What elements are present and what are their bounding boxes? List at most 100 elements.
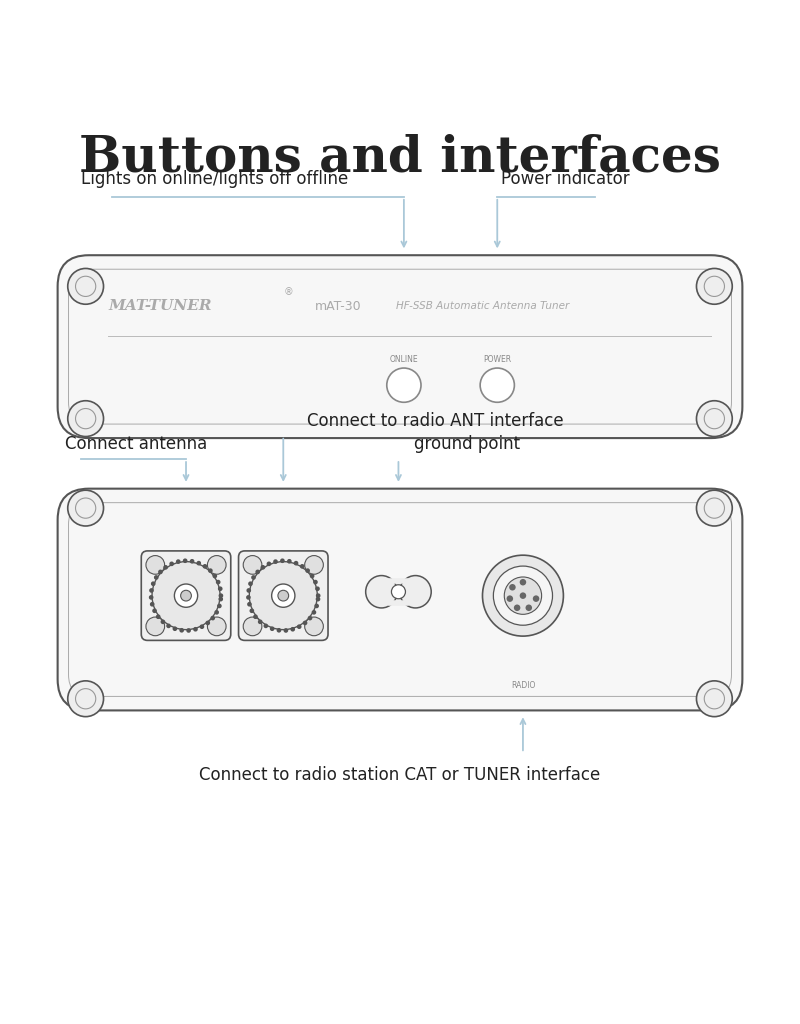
Circle shape [152, 608, 157, 613]
Text: Buttons and interfaces: Buttons and interfaces [79, 133, 721, 182]
Text: Lights on online/lights off offline: Lights on online/lights off offline [81, 170, 348, 187]
Circle shape [315, 587, 320, 591]
Circle shape [243, 617, 262, 636]
Text: RADIO: RADIO [510, 681, 535, 690]
Circle shape [248, 582, 253, 586]
Circle shape [197, 561, 201, 565]
Circle shape [263, 624, 268, 628]
Circle shape [156, 614, 161, 620]
Circle shape [152, 561, 220, 630]
Circle shape [533, 595, 539, 602]
Circle shape [272, 584, 295, 607]
Circle shape [217, 603, 222, 608]
Circle shape [170, 561, 174, 566]
Circle shape [151, 582, 155, 586]
Circle shape [173, 627, 178, 631]
Circle shape [480, 368, 514, 402]
Circle shape [305, 556, 323, 574]
Circle shape [697, 400, 732, 436]
Circle shape [509, 584, 516, 591]
Circle shape [277, 628, 282, 633]
Circle shape [218, 597, 223, 601]
Circle shape [306, 568, 310, 573]
Circle shape [514, 604, 520, 611]
Circle shape [251, 575, 256, 580]
FancyBboxPatch shape [58, 488, 742, 711]
Circle shape [302, 621, 307, 626]
Circle shape [161, 620, 166, 625]
Circle shape [697, 490, 732, 526]
Circle shape [255, 569, 260, 574]
Circle shape [287, 559, 292, 563]
Circle shape [216, 580, 221, 585]
Circle shape [273, 559, 278, 564]
Circle shape [494, 566, 553, 626]
Circle shape [207, 556, 226, 574]
Circle shape [183, 558, 187, 563]
Circle shape [270, 627, 274, 631]
Circle shape [305, 617, 323, 636]
Circle shape [290, 627, 295, 632]
Circle shape [149, 595, 154, 600]
Circle shape [253, 614, 258, 620]
Circle shape [247, 602, 252, 606]
Circle shape [246, 588, 251, 593]
Circle shape [68, 268, 103, 304]
Ellipse shape [400, 575, 431, 608]
Text: MAT-TUNER: MAT-TUNER [108, 299, 212, 313]
Circle shape [186, 628, 191, 633]
Text: ONLINE: ONLINE [390, 355, 418, 364]
Circle shape [68, 490, 103, 526]
Circle shape [208, 568, 213, 573]
Circle shape [68, 681, 103, 717]
Circle shape [210, 615, 215, 621]
Circle shape [146, 617, 165, 636]
Circle shape [200, 625, 204, 629]
Circle shape [261, 565, 266, 569]
Circle shape [149, 588, 154, 593]
Text: ®: ® [283, 288, 293, 297]
Circle shape [207, 617, 226, 636]
Circle shape [697, 268, 732, 304]
Text: POWER: POWER [483, 355, 511, 364]
Circle shape [218, 593, 223, 598]
Circle shape [294, 561, 298, 565]
Circle shape [218, 587, 222, 591]
Circle shape [506, 595, 513, 602]
Circle shape [193, 627, 198, 632]
Text: ground point: ground point [414, 435, 520, 453]
Text: mAT-30: mAT-30 [314, 300, 361, 313]
Circle shape [278, 590, 289, 601]
Circle shape [520, 592, 526, 599]
Circle shape [206, 621, 210, 626]
Circle shape [386, 368, 421, 402]
Circle shape [316, 593, 321, 598]
Circle shape [697, 681, 732, 717]
Circle shape [68, 400, 103, 436]
Circle shape [526, 604, 532, 611]
Circle shape [280, 558, 285, 563]
Circle shape [190, 559, 194, 563]
Circle shape [308, 615, 312, 621]
Ellipse shape [366, 575, 398, 608]
Circle shape [313, 580, 318, 585]
Text: Connect antenna: Connect antenna [66, 435, 208, 453]
Circle shape [202, 564, 207, 568]
Circle shape [158, 569, 162, 574]
Circle shape [213, 573, 217, 579]
Circle shape [283, 628, 288, 633]
Circle shape [311, 610, 316, 614]
Circle shape [150, 602, 154, 606]
Circle shape [174, 584, 198, 607]
Circle shape [391, 585, 406, 599]
Text: Power indicator: Power indicator [501, 170, 630, 187]
Circle shape [214, 610, 219, 614]
Text: HF-SSB Automatic Antenna Tuner: HF-SSB Automatic Antenna Tuner [396, 301, 570, 311]
Circle shape [504, 577, 542, 614]
Circle shape [266, 561, 271, 566]
Circle shape [297, 625, 302, 629]
Circle shape [250, 561, 318, 630]
Circle shape [310, 573, 314, 579]
Circle shape [300, 564, 305, 568]
FancyBboxPatch shape [142, 551, 230, 640]
